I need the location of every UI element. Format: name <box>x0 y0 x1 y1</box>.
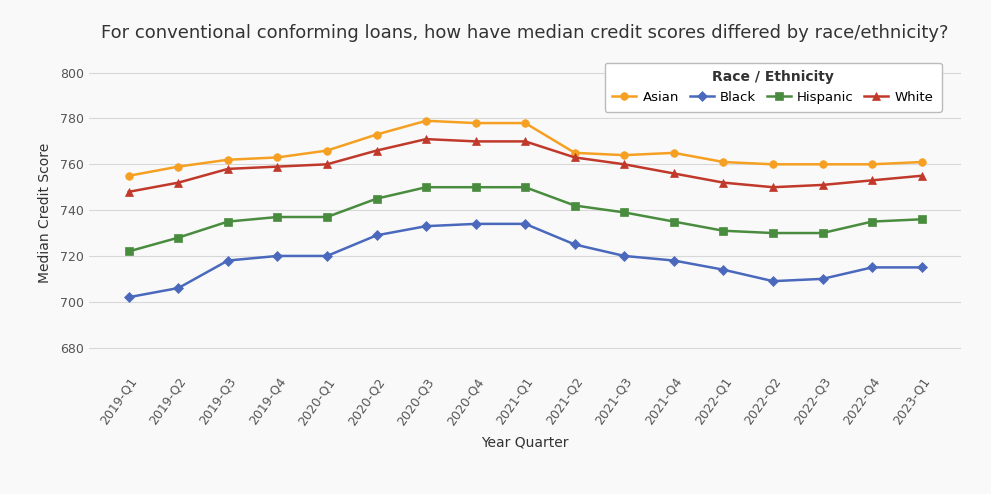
Black <box>569 242 581 247</box>
Asian <box>668 150 680 156</box>
Hispanic <box>222 219 234 225</box>
White <box>371 148 383 154</box>
White <box>470 138 482 144</box>
Asian <box>916 159 928 165</box>
Legend: Asian, Black, Hispanic, White: Asian, Black, Hispanic, White <box>605 63 941 112</box>
Asian <box>717 159 729 165</box>
White <box>717 180 729 186</box>
White <box>569 155 581 161</box>
White <box>767 184 779 190</box>
Hispanic <box>569 203 581 208</box>
Asian <box>618 152 630 158</box>
Black <box>222 257 234 263</box>
Hispanic <box>717 228 729 234</box>
White <box>916 173 928 179</box>
Hispanic <box>420 184 432 190</box>
White <box>519 138 531 144</box>
Hispanic <box>668 219 680 225</box>
Hispanic <box>172 235 184 241</box>
Line: Black: Black <box>125 220 926 301</box>
Black <box>767 278 779 284</box>
White <box>172 180 184 186</box>
Asian <box>172 164 184 169</box>
Black <box>371 232 383 238</box>
Line: Hispanic: Hispanic <box>125 183 926 255</box>
Black <box>123 294 135 300</box>
Hispanic <box>866 219 878 225</box>
Asian <box>321 148 333 154</box>
Y-axis label: Median Credit Score: Median Credit Score <box>38 142 52 283</box>
White <box>618 162 630 167</box>
Hispanic <box>123 248 135 254</box>
Black <box>172 285 184 291</box>
Black <box>420 223 432 229</box>
Black <box>519 221 531 227</box>
Asian <box>420 118 432 124</box>
White <box>817 182 828 188</box>
Hispanic <box>767 230 779 236</box>
White <box>222 166 234 172</box>
Black <box>916 264 928 270</box>
Hispanic <box>519 184 531 190</box>
Asian <box>371 131 383 137</box>
Line: Asian: Asian <box>125 117 926 180</box>
Hispanic <box>470 184 482 190</box>
Black <box>321 253 333 259</box>
Hispanic <box>618 209 630 215</box>
White <box>272 164 283 169</box>
Black <box>272 253 283 259</box>
Hispanic <box>321 214 333 220</box>
Asian <box>866 162 878 167</box>
Asian <box>272 155 283 161</box>
X-axis label: Year Quarter: Year Quarter <box>482 436 569 450</box>
Hispanic <box>371 196 383 202</box>
Black <box>668 257 680 263</box>
White <box>866 177 878 183</box>
Hispanic <box>272 214 283 220</box>
White <box>420 136 432 142</box>
Asian <box>519 120 531 126</box>
Line: White: White <box>125 135 926 196</box>
White <box>123 189 135 195</box>
Black <box>817 276 828 282</box>
Black <box>618 253 630 259</box>
Asian <box>569 150 581 156</box>
White <box>321 162 333 167</box>
Asian <box>817 162 828 167</box>
Black <box>717 267 729 273</box>
Asian <box>470 120 482 126</box>
Hispanic <box>916 216 928 222</box>
Black <box>470 221 482 227</box>
Hispanic <box>817 230 828 236</box>
Asian <box>767 162 779 167</box>
Title: For conventional conforming loans, how have median credit scores differed by rac: For conventional conforming loans, how h… <box>101 24 949 41</box>
Black <box>866 264 878 270</box>
Asian <box>222 157 234 163</box>
Asian <box>123 173 135 179</box>
White <box>668 170 680 176</box>
